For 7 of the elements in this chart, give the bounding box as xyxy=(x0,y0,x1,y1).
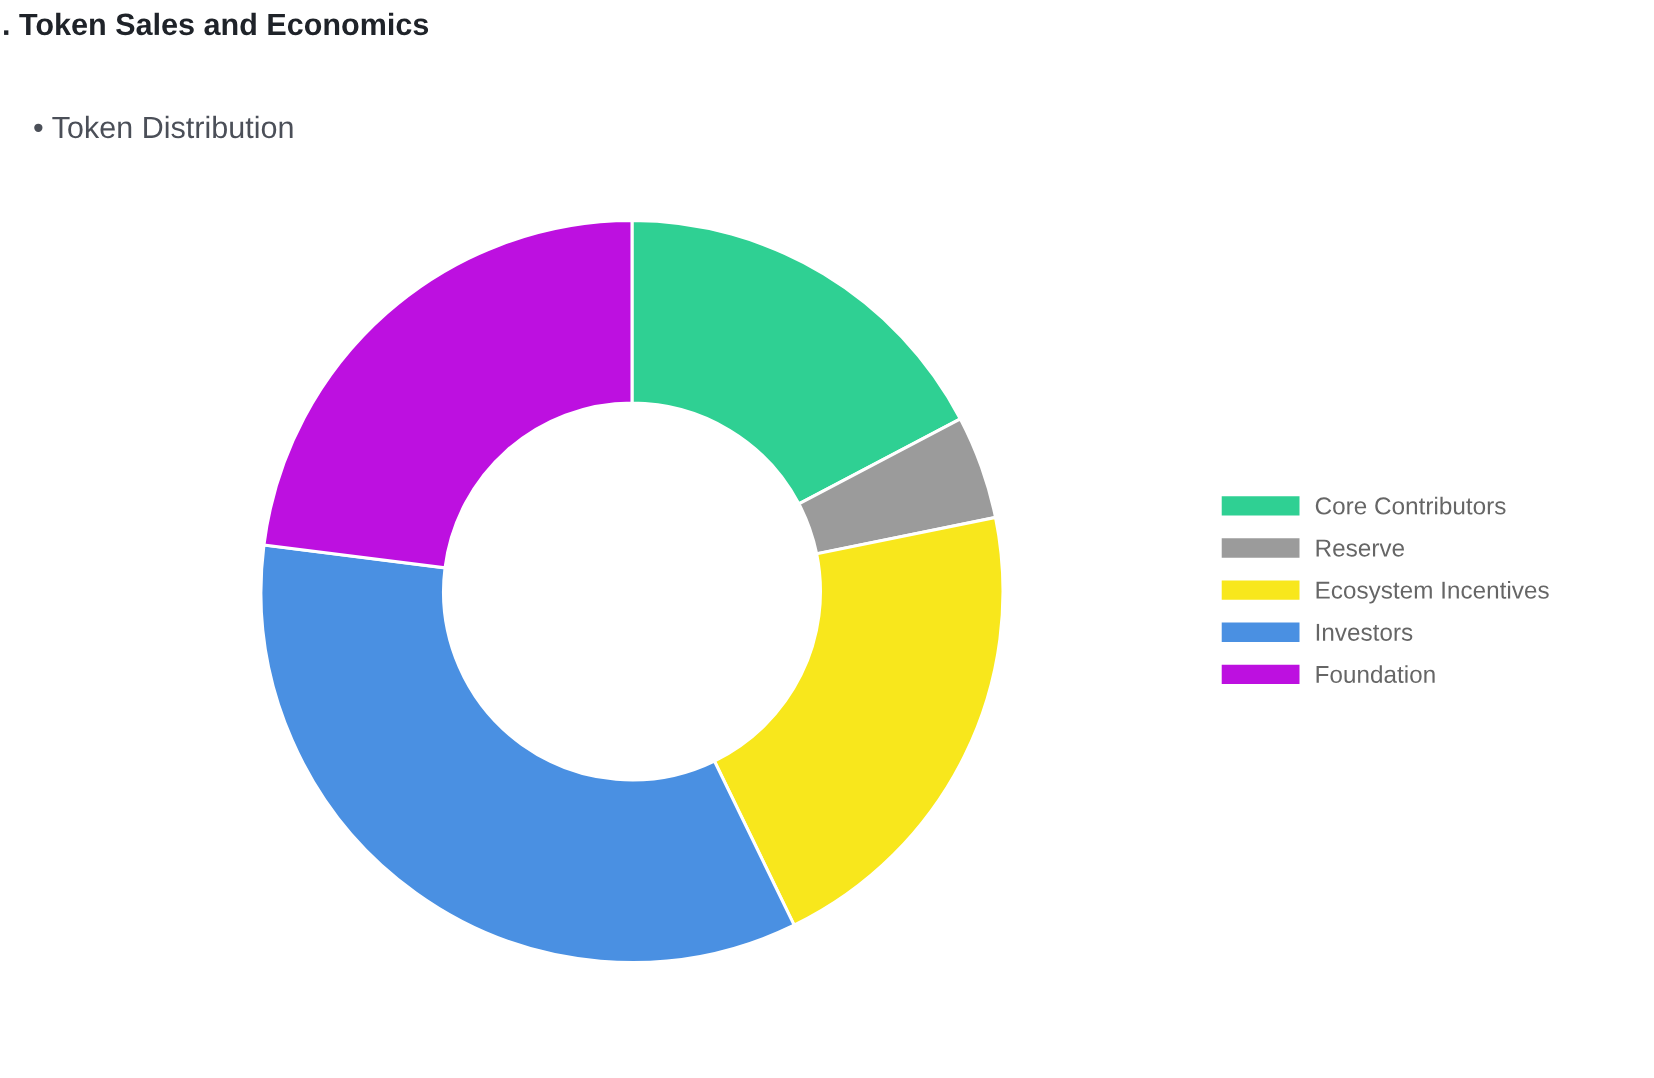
chart-title: . Token Sales and Economics xyxy=(4,12,429,36)
legend-label: Ecosystem Incentives xyxy=(1316,580,1549,604)
legend-label: Foundation xyxy=(1316,665,1435,683)
legend-label: Core Contributors xyxy=(1315,496,1506,515)
legend-label: Reserve xyxy=(1316,539,1404,557)
legend-label: Investors xyxy=(1316,623,1413,641)
chart-subtitle: • Token Distribution xyxy=(34,115,293,139)
